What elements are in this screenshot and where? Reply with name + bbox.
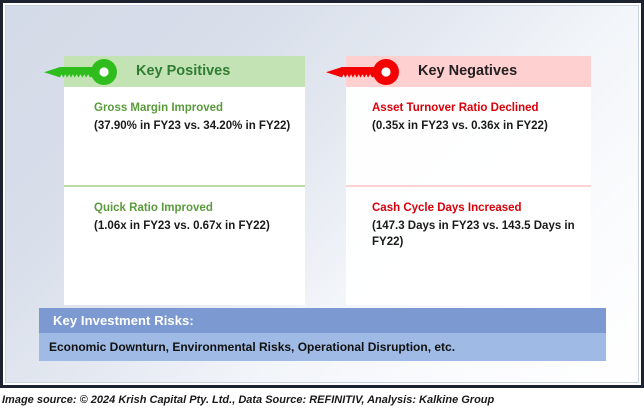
panel-header-key-positives: Key Positives	[44, 56, 305, 87]
list-item: Cash Cycle Days Increased (147.3 Days in…	[346, 185, 591, 260]
item-title: Gross Margin Improved	[94, 102, 224, 114]
panel-title-key-positives: Key Positives	[136, 63, 231, 79]
panel-header-key-negatives: Key Negatives	[326, 56, 591, 87]
item-title: Cash Cycle Days Increased	[372, 202, 522, 214]
item-title: Quick Ratio Improved	[94, 202, 213, 214]
list-item: Asset Turnover Ratio Declined (0.35x in …	[346, 87, 591, 185]
item-detail: (147.3 Days in FY23 vs. 143.5 Days in FY…	[372, 220, 575, 248]
item-detail: (0.35x in FY23 vs. 0.36x in FY22)	[372, 120, 548, 132]
risks-heading: Key Investment Risks:	[39, 308, 606, 333]
panel-key-negatives: Key Negatives Asset Turnover Ratio Decli…	[326, 56, 591, 305]
slide-frame: Key Positives Gross Margin Improved (37.…	[0, 0, 644, 388]
key-icon	[326, 59, 399, 85]
key-investment-risks: Key Investment Risks: Economic Downturn,…	[39, 308, 606, 361]
item-title: Asset Turnover Ratio Declined	[372, 102, 539, 114]
list-item: Gross Margin Improved (37.90% in FY23 vs…	[64, 87, 305, 185]
slide-canvas: Key Positives Gross Margin Improved (37.…	[5, 5, 639, 383]
item-detail: (1.06x in FY23 vs. 0.67x in FY22)	[94, 220, 270, 232]
risks-body: Economic Downturn, Environmental Risks, …	[39, 333, 606, 361]
source-caption: Image source: © 2024 Krish Capital Pty. …	[2, 394, 495, 406]
list-item: Quick Ratio Improved (1.06x in FY23 vs. …	[64, 185, 305, 244]
key-icon	[44, 59, 117, 85]
item-detail: (37.90% in FY23 vs. 34.20% in FY22)	[94, 120, 291, 132]
panel-key-positives: Key Positives Gross Margin Improved (37.…	[44, 56, 305, 305]
panel-title-key-negatives: Key Negatives	[418, 63, 518, 79]
